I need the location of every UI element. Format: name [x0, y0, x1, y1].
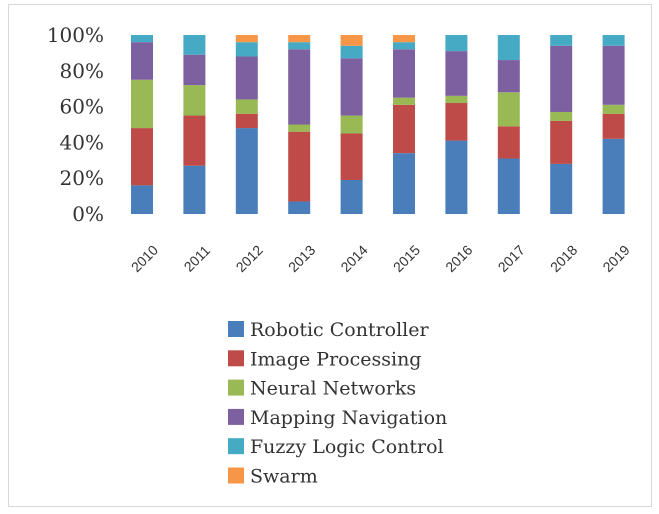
bar-segment-mapping-navigation-2017 [497, 60, 520, 93]
legend-swatch-robotic-controller [228, 321, 244, 337]
x-tick-label: 2011 [181, 242, 214, 275]
legend-swatch-fuzzy-logic-control [228, 438, 244, 455]
bar-segment-image-processing-2017 [497, 126, 520, 159]
bar-segment-mapping-navigation-2010 [131, 42, 153, 80]
bar-segment-swarm-2013 [288, 35, 311, 43]
bar-segment-swarm-2015 [393, 35, 415, 43]
bar-segment-fuzzy-logic-control-2011 [183, 35, 206, 55]
bar-segment-neural-networks-2018 [550, 111, 573, 121]
legend-swatch-image-processing [228, 350, 244, 367]
bar-segment-neural-networks-2019 [602, 104, 625, 114]
legend-label: Robotic Controller [250, 319, 430, 341]
bar-segment-fuzzy-logic-control-2013 [288, 42, 311, 50]
bar-segment-neural-networks-2013 [288, 124, 311, 132]
bar-segment-mapping-navigation-2018 [550, 45, 573, 112]
bar-segment-image-processing-2013 [288, 131, 311, 202]
bar-segment-fuzzy-logic-control-2015 [393, 42, 415, 50]
bar-segment-fuzzy-logic-control-2014 [340, 45, 363, 59]
bar-segment-robotic-controller-2016 [445, 140, 468, 214]
legend-label: Swarm [250, 466, 318, 488]
x-axis: 2010 2011 2012 2013 2014 2015 2016 2017 2018 2019 [128, 242, 633, 275]
bar-segment-fuzzy-logic-control-2012 [235, 42, 258, 57]
y-tick-label: 20% [60, 166, 104, 190]
bar-segment-neural-networks-2011 [183, 85, 206, 116]
bar-segment-mapping-navigation-2015 [393, 49, 415, 98]
x-tick-label: 2019 [599, 242, 632, 275]
legend-label: Neural Networks [250, 378, 416, 400]
bar-segment-robotic-controller-2012 [235, 128, 258, 214]
x-tick-label: 2013 [285, 242, 318, 275]
bar-segment-neural-networks-2017 [497, 92, 520, 127]
bar-segment-robotic-controller-2013 [288, 201, 311, 214]
bar-segment-image-processing-2016 [445, 103, 468, 141]
x-tick-label: 2017 [495, 242, 528, 275]
bar-segment-neural-networks-2015 [393, 97, 415, 105]
legend-swatch-neural-networks [228, 379, 244, 396]
legend: Robotic Controller Image Processing Neural… [228, 319, 447, 488]
bar-segment-image-processing-2018 [550, 120, 573, 164]
bar-segment-mapping-navigation-2013 [288, 49, 311, 125]
legend-label: Fuzzy Logic Control [250, 436, 444, 458]
y-axis: 0% 20% 40% 60% 80% 100% [47, 23, 104, 226]
legend-label: Image Processing [250, 348, 421, 370]
chart-frame [8, 4, 652, 507]
bar-segment-image-processing-2015 [393, 104, 415, 154]
bar-segment-mapping-navigation-2012 [235, 56, 258, 100]
bar-segment-mapping-navigation-2014 [340, 58, 363, 116]
bar-segment-swarm-2014 [340, 35, 363, 46]
bar-segment-image-processing-2014 [340, 133, 363, 180]
x-tick-label: 2015 [390, 242, 423, 275]
y-tick-label: 80% [60, 59, 104, 83]
y-tick-label: 40% [60, 130, 104, 154]
x-tick-label: 2012 [233, 242, 266, 275]
y-tick-label: 60% [60, 95, 104, 119]
bar-segment-neural-networks-2012 [235, 99, 258, 114]
bar-segment-image-processing-2012 [235, 113, 258, 129]
y-tick-label: 0% [72, 202, 104, 226]
bar-segment-neural-networks-2014 [340, 115, 363, 134]
bar-segment-robotic-controller-2014 [340, 179, 363, 214]
bar-segment-robotic-controller-2015 [393, 153, 415, 214]
bar-segment-mapping-navigation-2019 [602, 45, 625, 105]
bar-segment-mapping-navigation-2016 [445, 51, 468, 96]
y-tick-label: 100% [47, 23, 104, 47]
legend-swatch-swarm [228, 467, 244, 484]
x-tick-label: 2014 [337, 242, 370, 275]
bar-segment-image-processing-2011 [183, 115, 206, 166]
bar-segment-fuzzy-logic-control-2018 [550, 35, 573, 46]
bar-segment-image-processing-2019 [602, 113, 625, 139]
x-tick-label: 2018 [547, 242, 580, 275]
bar-segment-mapping-navigation-2011 [183, 54, 206, 86]
bar-segment-neural-networks-2016 [445, 95, 468, 104]
x-tick-label: 2010 [128, 242, 161, 275]
bar-segment-swarm-2012 [235, 35, 258, 43]
bar-segment-robotic-controller-2017 [497, 158, 520, 214]
legend-label: Mapping Navigation [250, 407, 447, 429]
bar-segment-robotic-controller-2019 [602, 138, 625, 214]
bar-segment-fuzzy-logic-control-2017 [497, 35, 520, 61]
bar-segment-fuzzy-logic-control-2010 [131, 35, 153, 43]
legend-swatch-mapping-navigation [228, 408, 244, 425]
bar-segment-robotic-controller-2011 [183, 165, 206, 214]
bar-segment-neural-networks-2010 [131, 79, 153, 129]
bars [131, 35, 625, 214]
bar-segment-fuzzy-logic-control-2019 [602, 35, 625, 46]
bar-segment-fuzzy-logic-control-2016 [445, 35, 468, 52]
bar-segment-robotic-controller-2010 [131, 185, 153, 214]
bar-segment-image-processing-2010 [131, 128, 153, 186]
x-tick-label: 2016 [442, 242, 475, 275]
bar-segment-robotic-controller-2018 [550, 163, 573, 214]
